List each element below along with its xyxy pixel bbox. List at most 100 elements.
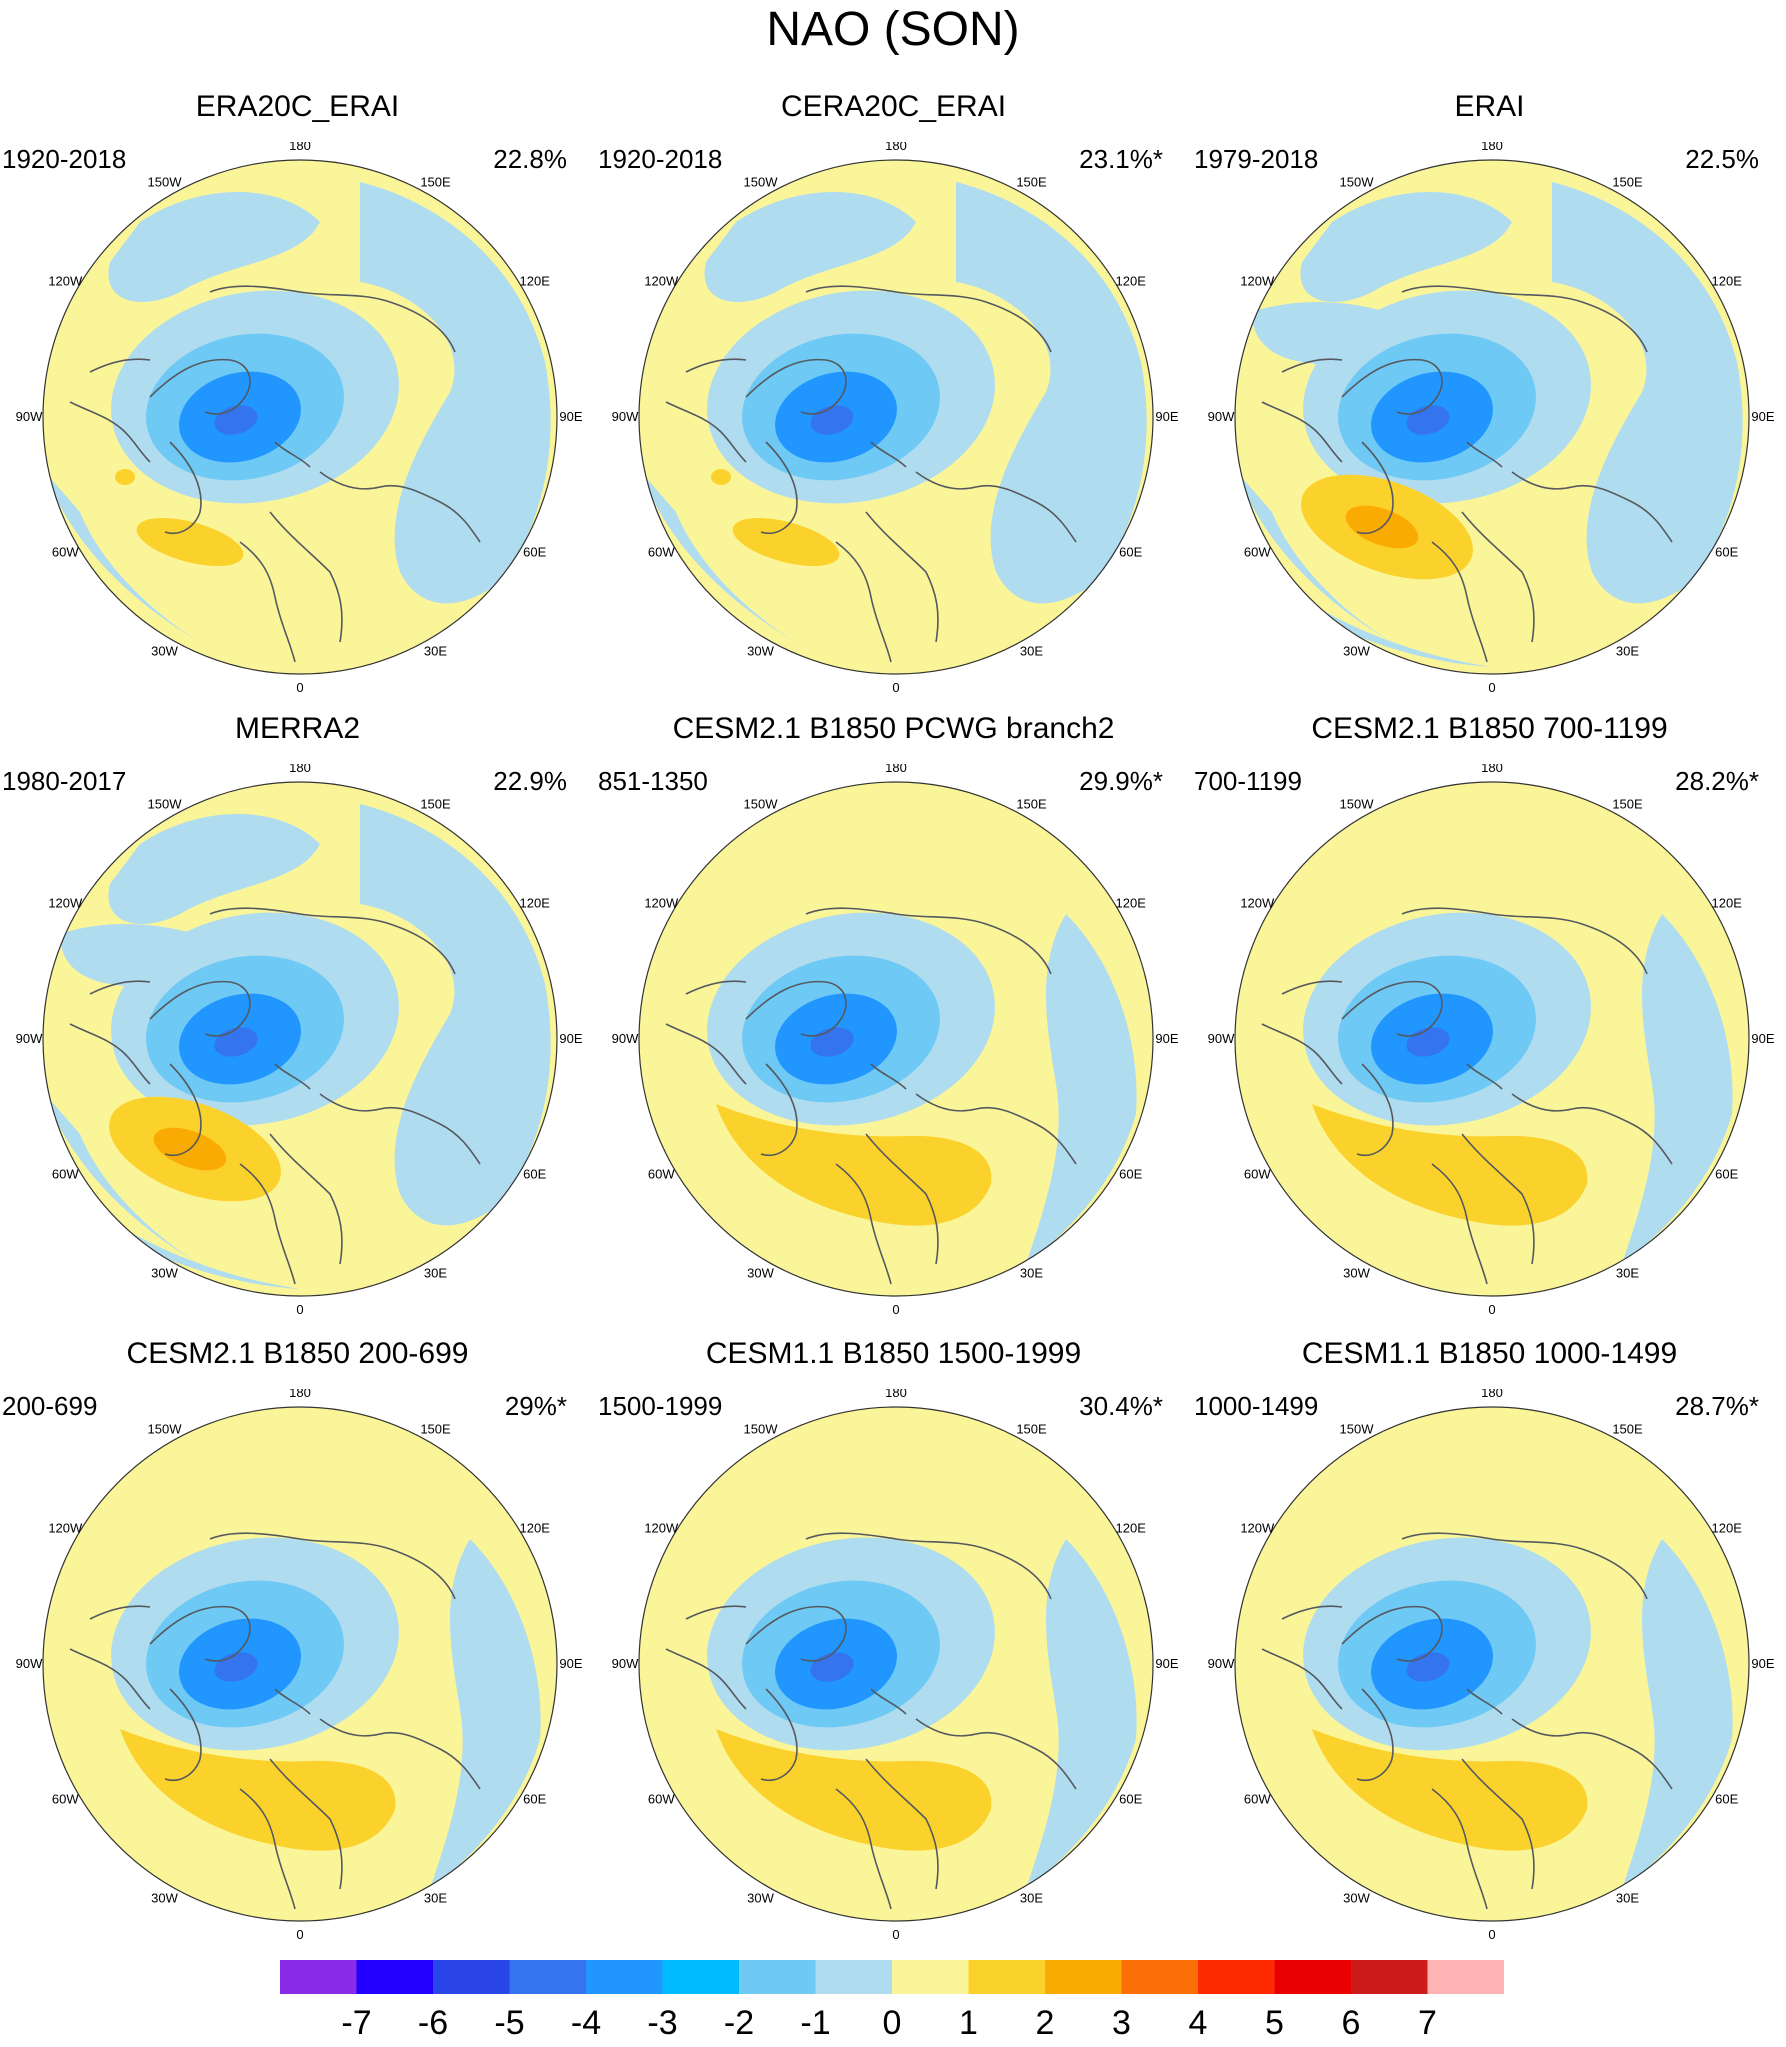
longitude-label: 60W — [648, 1792, 675, 1807]
colorbar-swatch — [892, 1960, 969, 1994]
longitude-label: 120E — [1116, 896, 1147, 911]
coastline — [870, 1688, 907, 1715]
coastline — [274, 441, 311, 468]
colorbar-label: 5 — [1265, 2004, 1284, 2042]
longitude-label: 120W — [48, 896, 83, 911]
longitude-label: 30W — [151, 644, 178, 659]
field-level-neg1 — [360, 182, 551, 604]
longitude-label: 150E — [1612, 796, 1643, 811]
field-level-2 — [115, 469, 135, 485]
coastline — [269, 511, 343, 643]
longitude-label: 180 — [1481, 764, 1503, 775]
longitude-label: 120E — [1116, 1521, 1147, 1536]
colorbar-label: 3 — [1112, 2004, 1131, 2042]
field-level-neg1 — [1300, 192, 1512, 302]
longitude-label: 60W — [52, 545, 79, 560]
longitude-label: 120E — [1116, 274, 1147, 289]
longitude-label: 120W — [644, 896, 679, 911]
coastline — [1431, 1163, 1488, 1285]
colorbar-swatch — [280, 1960, 357, 1994]
longitude-label: 30W — [1343, 644, 1370, 659]
colorbar-label: 7 — [1418, 2004, 1437, 2042]
coastline — [89, 1605, 151, 1620]
colorbar-swatch — [1121, 1960, 1198, 1994]
coastline — [1261, 401, 1343, 463]
map-panel: ERA20C_ERAI 1920-2018 22.8% 180 150E 120E 90E 6… — [0, 90, 595, 710]
field-level-2 — [711, 469, 731, 485]
coastline — [1356, 1688, 1394, 1781]
longitude-label: 150W — [148, 796, 183, 811]
coastline — [745, 1605, 847, 1662]
longitude-label: 150W — [744, 796, 779, 811]
panel-variance: 29.9%* — [1079, 766, 1163, 796]
coastline — [835, 541, 892, 663]
polar-map: 180 150E 120E 90E 60E 30E 0 30W 60W 90W 120W 150W — [1208, 142, 1775, 695]
polar-map: 180 150E 120E 90E 60E 30E 0 30W 60W 90W 120W 150W — [16, 142, 583, 695]
longitude-label: 90W — [612, 1031, 639, 1046]
longitude-label: 30W — [747, 1266, 774, 1281]
map-panel: ERAI 1979-2018 22.5% 180 150E 120E 90E 60E 30E 0 3… — [1192, 90, 1786, 710]
coastline — [149, 1605, 251, 1662]
colorbar-label: 4 — [1189, 2004, 1208, 2042]
colorbar-label: 2 — [1036, 2004, 1055, 2042]
panel-period: 1920-2018 — [2, 144, 127, 174]
longitude-label: 0 — [1488, 1302, 1495, 1317]
field-level-2 — [136, 518, 244, 566]
longitude-label: 30E — [424, 1891, 447, 1906]
coastline — [870, 441, 907, 468]
longitude-label: 150W — [744, 1421, 779, 1436]
field-level-neg1 — [360, 804, 551, 1226]
coastline — [1466, 1688, 1503, 1715]
coastline — [805, 907, 1052, 975]
coastline — [1341, 358, 1443, 415]
coastline — [1461, 1133, 1535, 1265]
coastline — [1466, 1063, 1503, 1090]
coastline — [915, 471, 1077, 543]
longitude-label: 150E — [420, 174, 451, 189]
longitude-label: 0 — [296, 680, 303, 695]
coastline — [865, 1758, 939, 1890]
longitude-label: 120E — [520, 1521, 551, 1536]
longitude-label: 30E — [424, 644, 447, 659]
longitude-label: 180 — [885, 142, 907, 153]
panel-period: 700-1199 — [1194, 766, 1302, 796]
map-panel: CESM2.1 B1850 200-699 200-699 29%* 180 150E 1… — [0, 1337, 595, 1957]
coastline — [209, 285, 456, 353]
map-border — [42, 1406, 558, 1922]
longitude-label: 120W — [1240, 274, 1275, 289]
longitude-label: 90E — [559, 1031, 582, 1046]
longitude-label: 90W — [16, 1656, 43, 1671]
coastline — [1431, 1788, 1488, 1910]
longitude-label: 30E — [1020, 644, 1043, 659]
panel-title: ERA20C_ERAI — [195, 90, 400, 123]
longitude-label: 120E — [520, 274, 551, 289]
longitude-label: 90E — [559, 409, 582, 424]
coastline — [685, 1605, 747, 1620]
coastline — [760, 1688, 798, 1781]
colorbar: -7 -6 -5 -4 -3 -2 -1 0 1 2 3 4 5 6 7 — [0, 1960, 1786, 2042]
longitude-label: 150W — [1340, 1421, 1375, 1436]
coastline — [665, 1023, 747, 1085]
coastline — [319, 471, 481, 543]
coastline — [89, 980, 151, 995]
coastline — [1511, 1093, 1673, 1165]
coastline — [274, 1063, 311, 1090]
longitude-label: 90E — [1751, 409, 1774, 424]
coastline — [665, 1648, 747, 1710]
coastline — [915, 1718, 1077, 1790]
coastline — [915, 1093, 1077, 1165]
longitude-label: 60E — [1715, 545, 1738, 560]
coastline — [760, 441, 798, 534]
coastline — [1511, 1718, 1673, 1790]
map-border — [1234, 1406, 1750, 1922]
field-level-2 — [732, 518, 840, 566]
longitude-label: 120W — [1240, 1521, 1275, 1536]
longitude-label: 90E — [1751, 1031, 1774, 1046]
panel-variance: 28.7%* — [1675, 1391, 1759, 1421]
longitude-label: 120W — [644, 1521, 679, 1536]
panel-period: 1980-2017 — [2, 766, 127, 796]
coastline — [1281, 980, 1343, 995]
longitude-label: 60E — [1119, 1167, 1142, 1182]
field-level-neg1 — [108, 192, 320, 302]
coastline — [1401, 285, 1648, 353]
